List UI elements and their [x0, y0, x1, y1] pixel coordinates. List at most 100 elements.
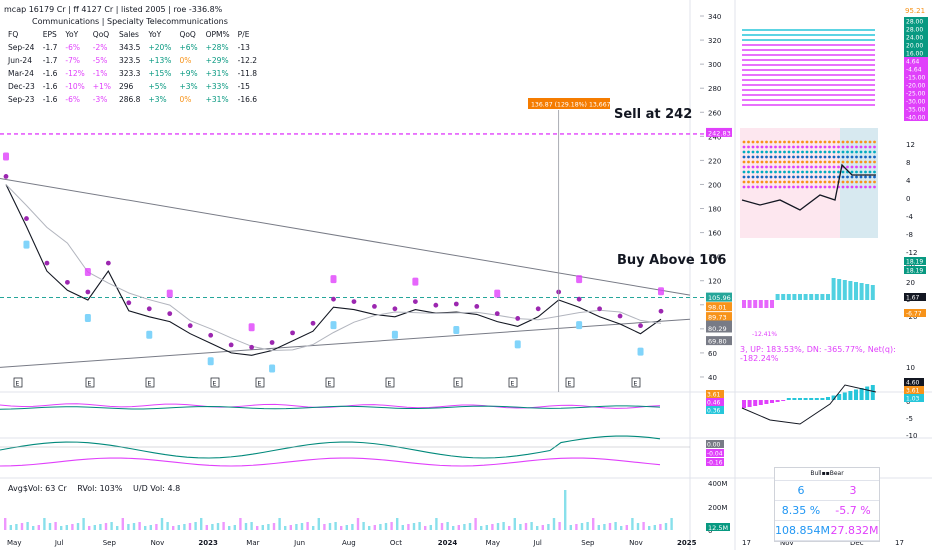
volume-bar — [256, 526, 259, 530]
grid-dot — [796, 165, 800, 169]
grid-dot — [801, 180, 804, 184]
grid-dot — [868, 145, 872, 149]
grid-dot — [814, 175, 818, 179]
grid-dot — [747, 155, 750, 159]
grid-dot — [873, 150, 876, 154]
grid-dot — [778, 150, 782, 154]
table-cell: +3% — [148, 95, 167, 104]
volume-bar — [26, 522, 29, 530]
grid-dot — [778, 170, 782, 174]
volume-bar — [356, 518, 360, 530]
heat-scale-label: 4.64 — [906, 59, 920, 66]
grid-dot — [787, 175, 791, 179]
x-tick-label: May — [486, 539, 500, 547]
grid-dot — [774, 145, 777, 149]
volume-tick-label: 200M — [708, 504, 727, 512]
oscillator-label: 0.00 — [707, 442, 721, 449]
grid-dot — [846, 155, 849, 159]
volume-bar — [284, 526, 287, 530]
volume-bar — [144, 526, 147, 530]
grid-dot — [850, 150, 854, 154]
grid-dot — [819, 185, 822, 189]
volume-bar — [468, 523, 472, 530]
grid-dot — [778, 175, 782, 179]
grid-dot — [819, 165, 822, 169]
signal-dot — [126, 300, 132, 306]
table-cell: -2% — [92, 43, 108, 52]
grid-dot — [765, 155, 768, 159]
grid-dot — [783, 150, 786, 154]
column-header: QoQ — [179, 30, 196, 39]
volume-bar — [620, 526, 623, 530]
heat-scale-bg — [904, 81, 928, 89]
price-label: 98.01 — [708, 304, 727, 312]
grid-dot — [778, 185, 782, 189]
grid-dot — [828, 180, 831, 184]
grid-dot — [864, 145, 867, 149]
grid-dot — [868, 140, 872, 144]
grid-dot — [873, 140, 876, 144]
earnings-marker: E — [148, 381, 152, 388]
table-cell: +20% — [148, 43, 172, 52]
oscillator-line-a — [0, 403, 661, 409]
grid-dot — [859, 155, 863, 159]
grid-dot — [769, 140, 773, 144]
bear-count: 3 — [849, 484, 857, 497]
volume-bar — [345, 525, 348, 530]
volume-bar — [155, 524, 158, 530]
column-header: P/E — [237, 30, 250, 39]
grid-dot — [859, 150, 863, 154]
price-label: 69.80 — [708, 338, 727, 346]
volume-bar — [530, 522, 533, 530]
volume-bar — [547, 524, 550, 530]
grid-dot — [846, 160, 849, 164]
grid-dot — [783, 155, 786, 159]
grid-dot — [769, 170, 773, 174]
strength-label: 18.19 — [906, 268, 923, 275]
grid-dot — [783, 165, 786, 169]
volume-bar — [412, 523, 416, 530]
bull-bear-row: 108.854M 27.832M — [775, 521, 879, 541]
heat-scale-bg — [904, 25, 928, 33]
y-tick-label: 120 — [708, 278, 721, 286]
grid-dot — [796, 140, 800, 144]
earnings-marker-box — [210, 377, 220, 388]
grid-dot — [859, 140, 863, 144]
volume-bar — [312, 526, 315, 530]
earnings-marker: E — [634, 381, 638, 388]
volume-bar — [93, 525, 96, 530]
grid-dot — [742, 185, 746, 189]
strength-annotation: -12.41% — [752, 331, 777, 338]
buy-annotation: Buy Above 106 — [617, 253, 727, 268]
grid-dot — [850, 170, 854, 174]
macd-tick-label: -5 — [906, 415, 913, 423]
grid-dot — [751, 150, 755, 154]
grid-dot — [756, 150, 759, 154]
volume-bar — [351, 524, 354, 530]
grid-dot — [747, 140, 750, 144]
grid-dot — [747, 175, 750, 179]
table-cell: -1.6 — [42, 69, 58, 78]
grid-dot — [846, 165, 849, 169]
grid-dot — [841, 145, 845, 149]
strength-bar — [814, 294, 819, 300]
macd-bar — [859, 388, 864, 400]
volume-bar — [452, 526, 455, 530]
strength-label-bg — [904, 266, 926, 274]
sell-marker — [166, 289, 173, 298]
volume-bar — [116, 526, 119, 530]
volume-bar — [524, 523, 528, 530]
volume-bar — [88, 526, 91, 530]
volume-bar — [384, 523, 388, 530]
volume-bar — [261, 525, 264, 530]
table-cell: -1% — [92, 69, 108, 78]
signal-dot — [208, 332, 214, 338]
strength-bar — [826, 294, 830, 300]
table-row: Sep-24 -1.7 -6% -2% 343.5 +20% +6% +28% -13 — [4, 41, 261, 54]
grid-dot — [859, 145, 863, 149]
macd-bar — [786, 398, 791, 400]
macd-bar — [792, 398, 797, 400]
grid-dot — [841, 175, 845, 179]
table-row: Dec-23 -1.6 -10% +1% 296 +5% +3% +33% -15 — [4, 80, 261, 93]
grid-dot — [765, 145, 768, 149]
